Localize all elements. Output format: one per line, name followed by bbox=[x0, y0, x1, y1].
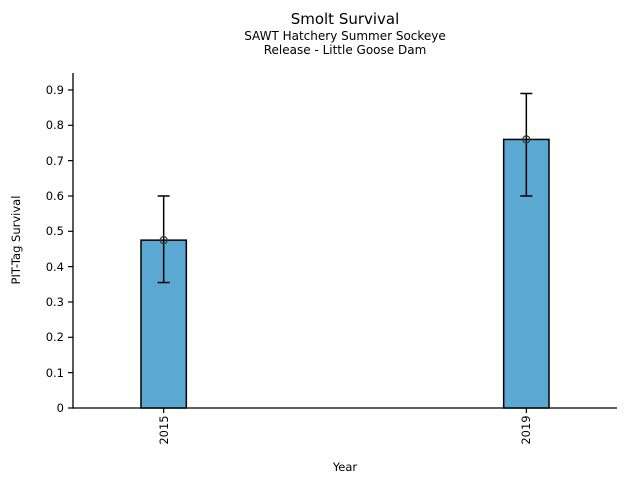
point-marker bbox=[159, 235, 168, 245]
x-tick-label: 2015 bbox=[156, 415, 171, 445]
chart-header: Smolt Survival SAWT Hatchery Summer Sock… bbox=[73, 10, 617, 57]
x-axis-label: Year bbox=[332, 460, 358, 474]
y-tick-label: 0.7 bbox=[45, 153, 64, 168]
chart-title: Smolt Survival bbox=[290, 10, 400, 28]
y-tick-label: 0.2 bbox=[45, 330, 64, 345]
y-tick-label: 0.1 bbox=[45, 365, 64, 380]
y-tick-label: 0.9 bbox=[45, 82, 64, 97]
y-tick-label: 0.8 bbox=[45, 118, 64, 133]
x-tick-label: 2019 bbox=[519, 415, 534, 445]
chart-subtitle-line2: Release - Little Goose Dam bbox=[263, 43, 427, 57]
point-marker bbox=[522, 135, 531, 144]
y-tick-label: 0.5 bbox=[45, 224, 64, 239]
y-tick-label: 0 bbox=[56, 401, 64, 415]
y-axis-label: PIT-Tag Survival bbox=[9, 195, 23, 285]
y-tick-label: 0.4 bbox=[45, 259, 64, 274]
chart-subtitle-line1: SAWT Hatchery Summer Sockeye bbox=[244, 29, 446, 43]
y-tick-label: 0.3 bbox=[45, 294, 64, 309]
y-tick-label: 0.6 bbox=[45, 188, 64, 203]
